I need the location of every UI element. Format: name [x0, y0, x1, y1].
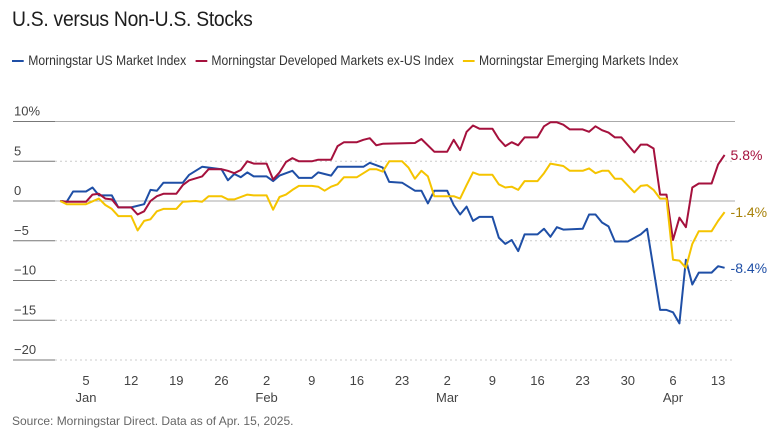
x-tick-label: 16 — [530, 373, 544, 388]
x-tick-label: 23 — [575, 373, 589, 388]
x-tick-label: 6 — [669, 373, 676, 388]
x-month-label: Feb — [255, 390, 277, 405]
x-tick-label: 16 — [350, 373, 364, 388]
legend-label: Morningstar US Market Index — [28, 53, 187, 68]
x-tick-label: 26 — [214, 373, 228, 388]
x-tick-label: 9 — [308, 373, 315, 388]
series-line-2 — [59, 160, 726, 269]
legend-swatch — [195, 59, 207, 62]
x-tick-label: 5 — [82, 373, 89, 388]
legend-label: Morningstar Developed Markets ex-US Inde… — [211, 53, 454, 68]
legend: Morningstar US Market Index Morningstar … — [12, 53, 678, 68]
end-value-label-1: 5.8% — [731, 147, 763, 163]
series-line-0 — [60, 161, 725, 325]
y-tick-label: −20 — [14, 342, 36, 357]
x-tick-label: 19 — [169, 373, 183, 388]
x-month-label: Mar — [436, 390, 459, 405]
legend-swatch — [12, 59, 24, 62]
y-tick-label: −5 — [14, 223, 29, 238]
series-line-1 — [60, 121, 726, 241]
x-tick-label: 9 — [489, 373, 496, 388]
x-tick-label: 30 — [621, 373, 635, 388]
chart-title: U.S. versus Non-U.S. Stocks — [12, 8, 253, 31]
x-tick-label: 2 — [444, 373, 451, 388]
legend-swatch — [462, 59, 475, 62]
x-tick-label: 23 — [395, 373, 409, 388]
legend-item-us: Morningstar US Market Index — [12, 53, 186, 68]
legend-item-emerging: Morningstar Emerging Markets Index — [462, 53, 679, 68]
x-month-label: Apr — [663, 390, 684, 405]
legend-item-developed: Morningstar Developed Markets ex-US Inde… — [195, 53, 454, 68]
end-value-label-2: -1.4% — [731, 204, 768, 220]
y-tick-label: 5 — [14, 143, 21, 158]
source-note: Source: Morningstar Direct. Data as of A… — [12, 414, 294, 428]
y-tick-label: −10 — [14, 263, 36, 278]
x-tick-label: 13 — [711, 373, 725, 388]
x-tick-label: 12 — [124, 373, 138, 388]
y-tick-label: 0 — [14, 183, 21, 198]
end-value-label-0: -8.4% — [731, 260, 768, 276]
x-month-label: Jan — [76, 390, 97, 405]
y-tick-label: −15 — [14, 302, 36, 317]
y-tick-label: 10% — [14, 104, 40, 119]
x-tick-label: 2 — [263, 373, 270, 388]
legend-label: Morningstar Emerging Markets Index — [479, 53, 679, 68]
